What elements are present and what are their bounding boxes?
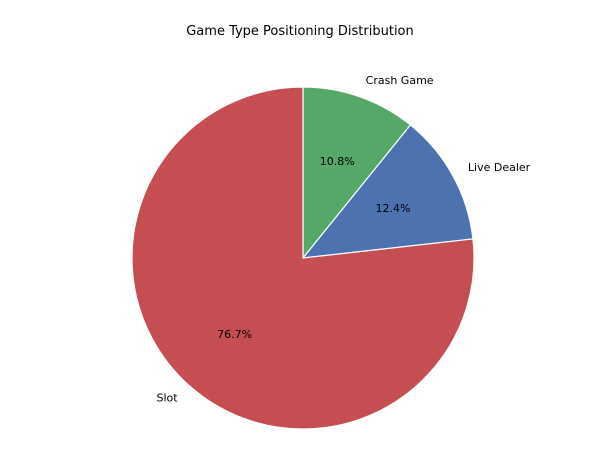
chart-title: Game Type Positioning Distribution bbox=[186, 24, 414, 39]
pie-category-label-live-dealer: Live Dealer bbox=[468, 161, 531, 174]
pie-slice-live-dealer bbox=[301, 124, 474, 259]
pie-value-label-live-dealer: 12.4% bbox=[375, 202, 410, 215]
pie-value-label-crash-game: 10.8% bbox=[320, 155, 355, 168]
pie-category-label-slot: Slot bbox=[157, 392, 179, 405]
pie-slice-crash-game bbox=[302, 86, 412, 260]
pie-category-label-crash-game: Crash Game bbox=[366, 74, 434, 87]
pie-value-label-slot: 76.7% bbox=[217, 328, 252, 341]
pie-slice-slot bbox=[131, 86, 475, 430]
